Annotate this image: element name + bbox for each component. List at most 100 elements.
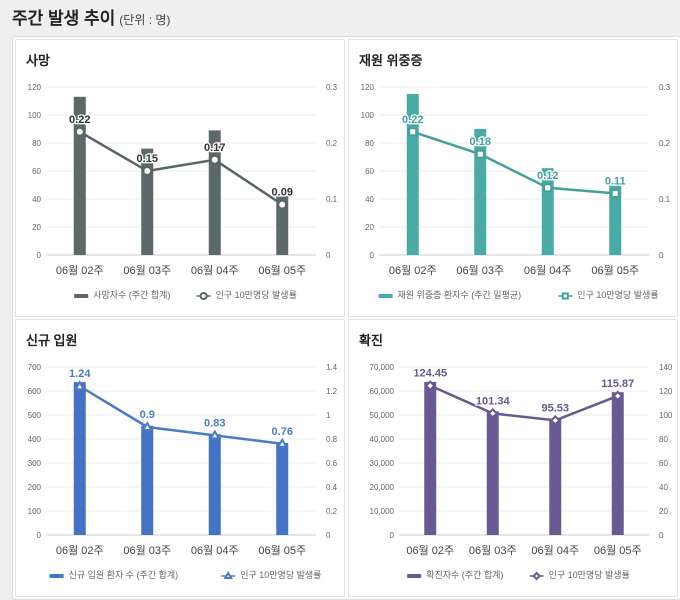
rate-line — [79, 385, 283, 446]
legend-line-label: 인구 10만명당 발생률 — [240, 570, 321, 580]
legend-marker-icon — [532, 571, 542, 581]
legend-bar-swatch — [49, 574, 64, 578]
y-tick-label: 120 — [361, 83, 375, 92]
y-tick-label: 40 — [32, 195, 41, 204]
data-label: 0.18 — [470, 136, 491, 148]
y2-tick-label: 0.6 — [326, 459, 338, 468]
chart-title: 재원 위중증 — [359, 53, 423, 68]
bar — [609, 185, 622, 255]
data-label: 101.34 — [476, 395, 511, 407]
rate-line — [429, 384, 619, 422]
y-tick-label: 40,000 — [370, 435, 395, 444]
charts-grid: 사망 0 20 40 60 80 100 120 0 0.1 0.2 0.3 06월 02주 06월 03… — [12, 36, 680, 600]
x-tick-label: 06월 05주 — [591, 264, 639, 277]
data-label: 0.22 — [69, 114, 90, 126]
rate-marker — [74, 126, 85, 137]
y-tick-label: 40 — [365, 195, 374, 204]
legend-bar-label: 사망자수 (주간 합계) — [93, 289, 170, 300]
rate-marker — [424, 380, 436, 392]
data-label: 95.53 — [541, 402, 569, 414]
chart-title: 확진 — [359, 333, 383, 348]
x-tick-label: 06월 04주 — [524, 264, 572, 277]
y-tick-label: 60,000 — [370, 387, 395, 396]
y-tick-label: 600 — [28, 387, 42, 396]
y-tick-label: 0 — [37, 251, 42, 260]
y-tick-label: 700 — [28, 363, 42, 372]
data-label: 0.83 — [204, 417, 225, 429]
rate-line — [412, 130, 616, 195]
y2-tick-label: 0 — [326, 251, 331, 260]
chart-svg: 0 20 40 60 80 100 120 0 0.1 0.2 0.3 06월 02주 06월 03주 0… — [28, 83, 338, 300]
legend-line-label: 인구 10만명당 발생률 — [577, 290, 658, 300]
rate-marker — [543, 183, 553, 193]
rate-marker — [277, 199, 288, 210]
y2-tick-label: 0.1 — [326, 195, 338, 204]
x-tick-label: 06월 04주 — [191, 544, 239, 557]
y2-tick-label: 0.2 — [659, 139, 671, 148]
data-label: 0.11 — [605, 175, 626, 187]
legend-bar-label: 신규 입원 환자 수 (주간 합계) — [69, 569, 179, 580]
y2-tick-label: 0.2 — [326, 139, 338, 148]
y-tick-label: 60 — [32, 167, 41, 176]
chart-panel-severe: 재원 위중증 0 20 40 60 80 100 120 0 0.1 0.2 0.3 06월 02주 06… — [348, 39, 678, 317]
unit-label: (단위 : 명) — [119, 13, 171, 27]
y2-tick-label: 0.8 — [326, 435, 338, 444]
legend-bar-swatch — [74, 294, 89, 298]
x-tick-label: 06월 05주 — [258, 544, 306, 557]
legend-line-label: 인구 10만명당 발생률 — [549, 570, 630, 580]
y2-tick-label: 0.1 — [659, 195, 671, 204]
legend-bar-label: 재원 위중증 환자수 (주간 일평균) — [398, 289, 522, 300]
x-tick-label: 06월 03주 — [456, 264, 504, 277]
y2-tick-label: 40 — [659, 483, 668, 492]
y-tick-label: 100 — [361, 111, 375, 120]
bar — [611, 392, 624, 535]
y-tick-label: 20 — [32, 223, 41, 232]
data-label: 0.17 — [204, 142, 225, 154]
chart-panel-deaths: 사망 0 20 40 60 80 100 120 0 0.1 0.2 0.3 06월 02주 06월 03… — [15, 39, 345, 317]
page-title: 주간 발생 추이 (단위 : 명) — [12, 4, 170, 29]
rate-marker — [141, 420, 153, 431]
data-label: 0.12 — [537, 170, 558, 182]
y-tick-label: 500 — [28, 411, 42, 420]
rate-marker — [209, 154, 220, 165]
y2-tick-label: 1.4 — [326, 363, 338, 372]
data-label: 0.76 — [272, 426, 293, 438]
y2-tick-label: 0.2 — [326, 507, 338, 516]
y-tick-label: 20 — [365, 223, 374, 232]
rate-marker — [475, 149, 485, 159]
legend-marker-icon — [561, 292, 569, 300]
bar — [474, 129, 487, 255]
rate-marker — [74, 380, 86, 391]
rate-marker — [610, 188, 620, 198]
x-tick-label: 06월 03주 — [123, 264, 171, 277]
y-tick-label: 100 — [28, 111, 42, 120]
legend-line-label: 인구 10만명당 발생률 — [216, 290, 297, 300]
y-tick-label: 80 — [32, 139, 41, 148]
chart-title: 사망 — [26, 53, 50, 68]
y-tick-label: 0 — [390, 531, 395, 540]
y2-tick-label: 0.3 — [659, 83, 671, 92]
y2-tick-label: 60 — [659, 459, 668, 468]
y-tick-label: 80 — [365, 139, 374, 148]
y2-tick-label: 0 — [326, 531, 331, 540]
data-label: 0.22 — [402, 114, 423, 126]
chart-panel-confirmed: 확진 0 10,000 20,000 30,000 40,000 50,000 60,000 7… — [348, 319, 678, 597]
y2-tick-label: 140 — [659, 363, 673, 372]
bar — [549, 418, 562, 535]
x-tick-label: 06월 05주 — [594, 544, 642, 557]
data-label: 0.9 — [140, 409, 155, 421]
y-tick-label: 60 — [365, 167, 374, 176]
bar — [276, 443, 289, 535]
title-text: 주간 발생 추이 — [12, 9, 116, 28]
y-tick-label: 300 — [28, 459, 42, 468]
x-tick-label: 06월 02주 — [56, 544, 104, 557]
chart-svg: 0 20 40 60 80 100 120 0 0.1 0.2 0.3 06월 02주 06월 03주 0… — [361, 83, 671, 300]
rate-marker — [142, 166, 153, 176]
rate-line — [79, 130, 283, 206]
x-tick-label: 06월 02주 — [389, 264, 437, 277]
y-tick-label: 30,000 — [370, 459, 395, 468]
y-tick-label: 100 — [28, 507, 42, 516]
data-label: 124.45 — [413, 368, 447, 380]
y-tick-label: 70,000 — [370, 363, 395, 372]
y-tick-label: 120 — [28, 83, 42, 92]
